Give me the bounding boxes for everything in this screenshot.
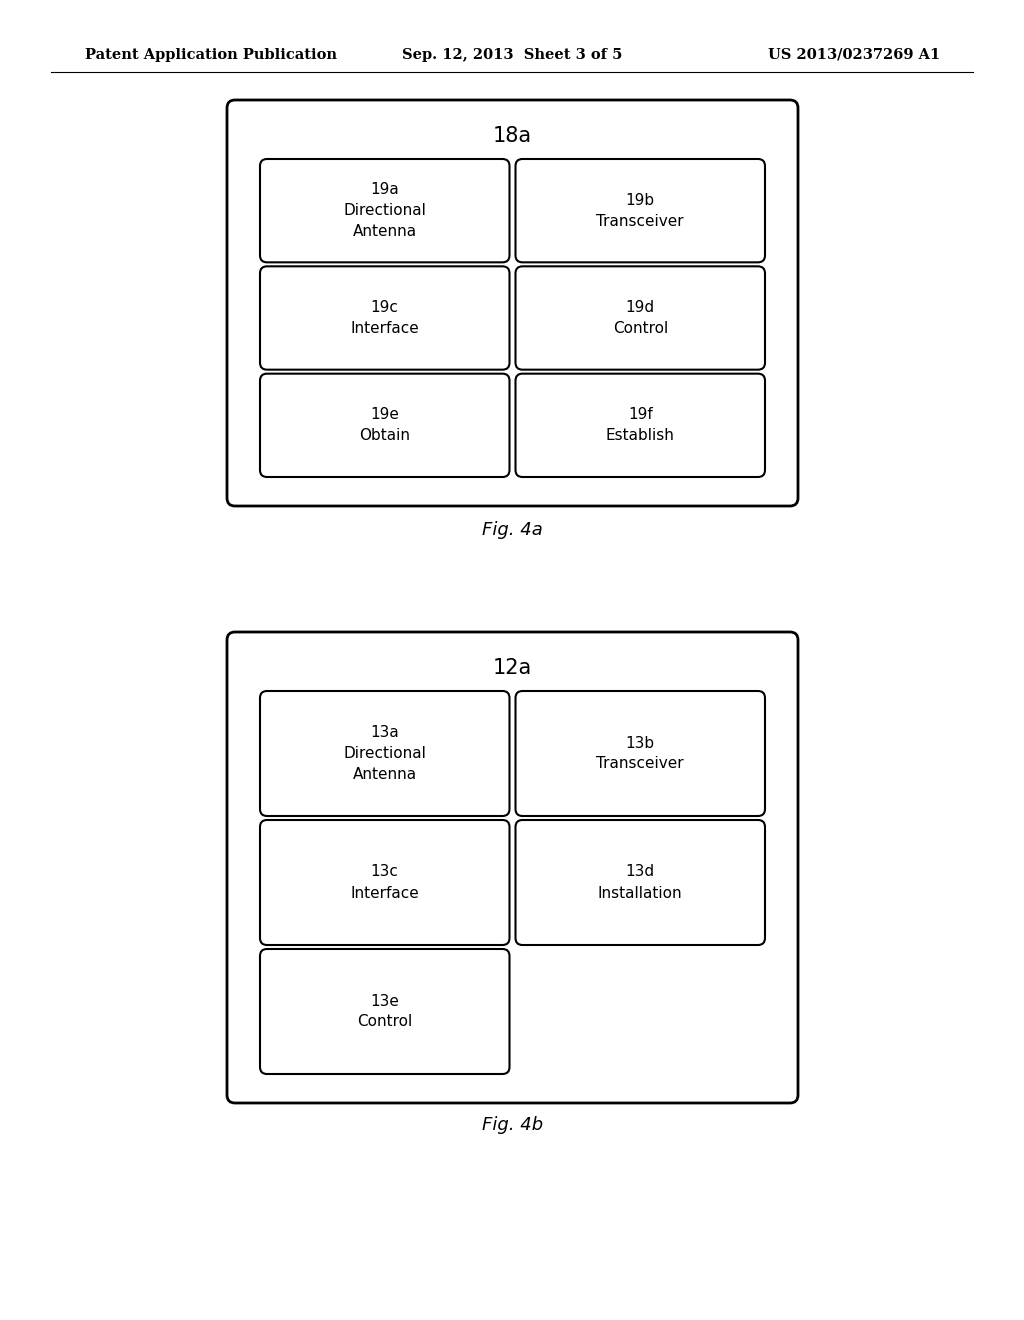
Text: 12a: 12a xyxy=(493,657,532,678)
Text: 19f
Establish: 19f Establish xyxy=(606,408,675,444)
Text: 13c
Interface: 13c Interface xyxy=(350,865,419,900)
Text: 13e
Control: 13e Control xyxy=(357,994,413,1030)
FancyBboxPatch shape xyxy=(515,374,765,477)
FancyBboxPatch shape xyxy=(260,949,510,1074)
Text: 19c
Interface: 19c Interface xyxy=(350,300,419,337)
FancyBboxPatch shape xyxy=(515,690,765,816)
Text: 19a
Directional
Antenna: 19a Directional Antenna xyxy=(343,182,426,239)
Text: 18a: 18a xyxy=(493,125,532,147)
Text: Patent Application Publication: Patent Application Publication xyxy=(85,48,337,62)
FancyBboxPatch shape xyxy=(260,690,510,816)
Text: 13d
Installation: 13d Installation xyxy=(598,865,683,900)
FancyBboxPatch shape xyxy=(515,267,765,370)
Text: 19d
Control: 19d Control xyxy=(612,300,668,337)
FancyBboxPatch shape xyxy=(260,267,510,370)
Text: US 2013/0237269 A1: US 2013/0237269 A1 xyxy=(768,48,940,62)
FancyBboxPatch shape xyxy=(515,158,765,263)
Text: Sep. 12, 2013  Sheet 3 of 5: Sep. 12, 2013 Sheet 3 of 5 xyxy=(401,48,623,62)
FancyBboxPatch shape xyxy=(515,820,765,945)
FancyBboxPatch shape xyxy=(227,632,798,1104)
Text: 19e
Obtain: 19e Obtain xyxy=(359,408,411,444)
Text: 19b
Transceiver: 19b Transceiver xyxy=(596,193,684,228)
FancyBboxPatch shape xyxy=(227,100,798,506)
Text: Fig. 4a: Fig. 4a xyxy=(482,521,543,539)
Text: 13a
Directional
Antenna: 13a Directional Antenna xyxy=(343,725,426,781)
Text: 13b
Transceiver: 13b Transceiver xyxy=(596,735,684,771)
FancyBboxPatch shape xyxy=(260,158,510,263)
FancyBboxPatch shape xyxy=(260,374,510,477)
Text: Fig. 4b: Fig. 4b xyxy=(482,1115,543,1134)
FancyBboxPatch shape xyxy=(260,820,510,945)
